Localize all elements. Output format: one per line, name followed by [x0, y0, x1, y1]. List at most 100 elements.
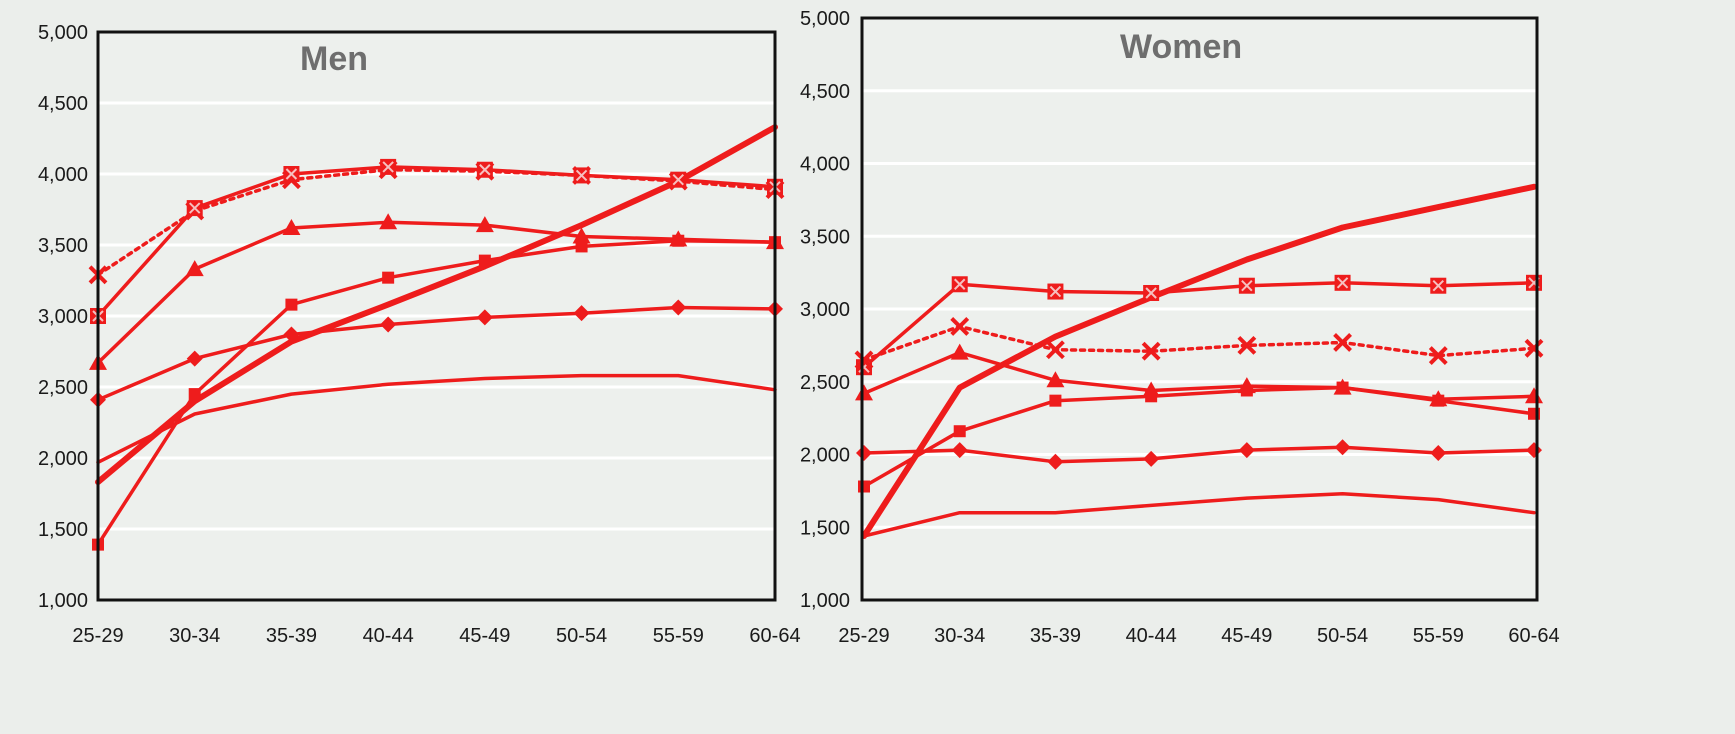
men-x-tick-labels: 25-29 30-34 35-39 40-44 45-49 50-54 55-59 60-64 — [72, 625, 800, 647]
men-series-6-point — [476, 309, 493, 326]
men-series-5-point — [285, 298, 298, 311]
women-series-2-point — [1047, 283, 1064, 300]
women-series-3-line — [862, 324, 1536, 362]
men-series-4-point — [379, 213, 398, 230]
women-series-5-point — [858, 480, 870, 493]
women-chart-title: Women — [1120, 28, 1242, 66]
women-series-3-point — [1141, 341, 1161, 361]
women-series-4-point — [950, 343, 969, 360]
women-series-6-point — [951, 442, 968, 459]
men-y-tick-label: 3,500 — [38, 235, 88, 257]
men-y-tick-label: 2,500 — [38, 377, 88, 399]
women-series-3-point — [1046, 340, 1065, 360]
women-y-tick-label: 1,500 — [800, 517, 850, 539]
men-x-tick-label: 50-54 — [556, 625, 607, 647]
men-gridlines — [98, 101, 775, 531]
women-series-5-point — [1145, 390, 1158, 403]
women-series-5-line — [862, 385, 1536, 489]
men-series-6-line — [96, 305, 777, 402]
men-series-6-point — [380, 316, 397, 333]
women-series-6-point — [1334, 439, 1351, 456]
men-x-tick-label: 25-29 — [72, 625, 123, 647]
men-series-6-point — [670, 299, 687, 316]
women-series-6-line — [862, 445, 1536, 464]
women-series-5-point — [1336, 381, 1349, 394]
women-series-5-point — [1432, 394, 1445, 407]
women-x-tick-label: 60-64 — [1508, 625, 1559, 647]
women-x-tick-label: 50-54 — [1317, 625, 1368, 647]
women-y-tick-label: 1,000 — [800, 590, 850, 612]
men-plot-frame — [96, 30, 777, 602]
men-series-5-point — [575, 240, 588, 253]
women-series-6-markers — [856, 439, 1542, 470]
men-series-3-line — [96, 165, 777, 318]
women-series-3-point — [1237, 335, 1257, 355]
men-series-4-point — [282, 218, 301, 235]
women-series-7-line — [862, 492, 1536, 538]
women-y-tick-label: 3,000 — [800, 299, 850, 321]
women-x-tick-label: 45-49 — [1221, 625, 1272, 647]
men-series-6-point — [186, 350, 203, 367]
women-series-3-point — [1333, 333, 1352, 352]
women-y-tick-label: 4,500 — [800, 81, 850, 103]
women-y-tick-label: 2,500 — [800, 372, 850, 394]
men-series-6-point — [573, 305, 590, 322]
men-series-7-line — [96, 373, 777, 465]
women-series-3-point — [854, 350, 874, 370]
women-series-2-point — [1143, 284, 1160, 301]
women-series-layer — [854, 183, 1544, 539]
men-y-tick-label: 5,000 — [38, 22, 88, 44]
men-x-tick-label: 30-34 — [169, 625, 220, 647]
men-series-3-point — [476, 161, 493, 178]
men-series-4-point — [185, 260, 204, 277]
men-series-5-point — [672, 234, 685, 247]
women-series-2-point — [1334, 274, 1351, 291]
men-series-4-line — [96, 220, 777, 365]
men-series-3-markers — [90, 158, 783, 324]
men-y-tick-label: 2,000 — [38, 448, 88, 470]
men-series-1-line — [95, 124, 778, 486]
women-series-5-point — [1049, 394, 1062, 407]
women-y-tick-label: 4,000 — [800, 154, 850, 176]
women-x-tick-label: 40-44 — [1126, 625, 1177, 647]
women-series-5-point — [953, 425, 966, 438]
women-plot-frame — [860, 16, 1539, 602]
women-x-tick-label: 30-34 — [934, 625, 985, 647]
men-series-5-point — [188, 388, 201, 401]
women-y-tick-label: 5,000 — [800, 8, 850, 30]
women-series-3-point — [1428, 346, 1448, 365]
men-y-tick-label: 1,500 — [38, 519, 88, 541]
men-series-4-point — [572, 227, 591, 244]
men-x-tick-label: 60-64 — [749, 625, 800, 647]
women-series-3-point — [1524, 338, 1544, 358]
men-series-6-point — [283, 326, 300, 343]
women-series-5-point — [1240, 384, 1253, 397]
men-chart-panel: 1,000 1,500 2,000 2,500 3,000 3,500 4,000 4,500… — [38, 22, 801, 647]
men-y-tick-label: 1,000 — [38, 590, 88, 612]
women-series-6-point — [1430, 445, 1447, 462]
women-series-2-markers — [856, 274, 1542, 376]
men-x-tick-label: 55-59 — [653, 625, 704, 647]
men-x-tick-label: 45-49 — [459, 625, 510, 647]
women-series-3-point — [950, 317, 970, 336]
women-series-3-markers — [854, 317, 1544, 370]
men-series-3-point — [573, 167, 590, 184]
women-series-2-point — [1238, 277, 1255, 294]
women-chart-panel: 1,000 1,500 2,000 2,500 3,000 3,500 4,000 4,500… — [800, 8, 1560, 647]
women-y-tick-label: 2,000 — [800, 445, 850, 467]
women-series-6-point — [1238, 442, 1255, 459]
women-x-tick-label: 25-29 — [838, 625, 889, 647]
men-series-5-line — [96, 238, 777, 547]
women-y-tick-labels: 1,000 1,500 2,000 2,500 3,000 3,500 4,000 4,500… — [800, 8, 850, 612]
men-series-6-markers — [90, 299, 783, 408]
women-series-2-point — [1526, 274, 1542, 291]
men-series-3-point — [283, 166, 300, 182]
men-y-tick-label: 4,500 — [38, 93, 88, 115]
women-x-tick-labels: 25-29 30-34 35-39 40-44 45-49 50-54 55-59 60-64 — [838, 625, 1559, 647]
men-series-3-point — [670, 171, 687, 188]
men-series-5-point — [478, 254, 491, 267]
women-series-2-point — [951, 276, 968, 293]
men-y-tick-labels: 1,000 1,500 2,000 2,500 3,000 3,500 4,000 4,500… — [38, 22, 88, 612]
women-series-2-point — [1430, 277, 1447, 294]
